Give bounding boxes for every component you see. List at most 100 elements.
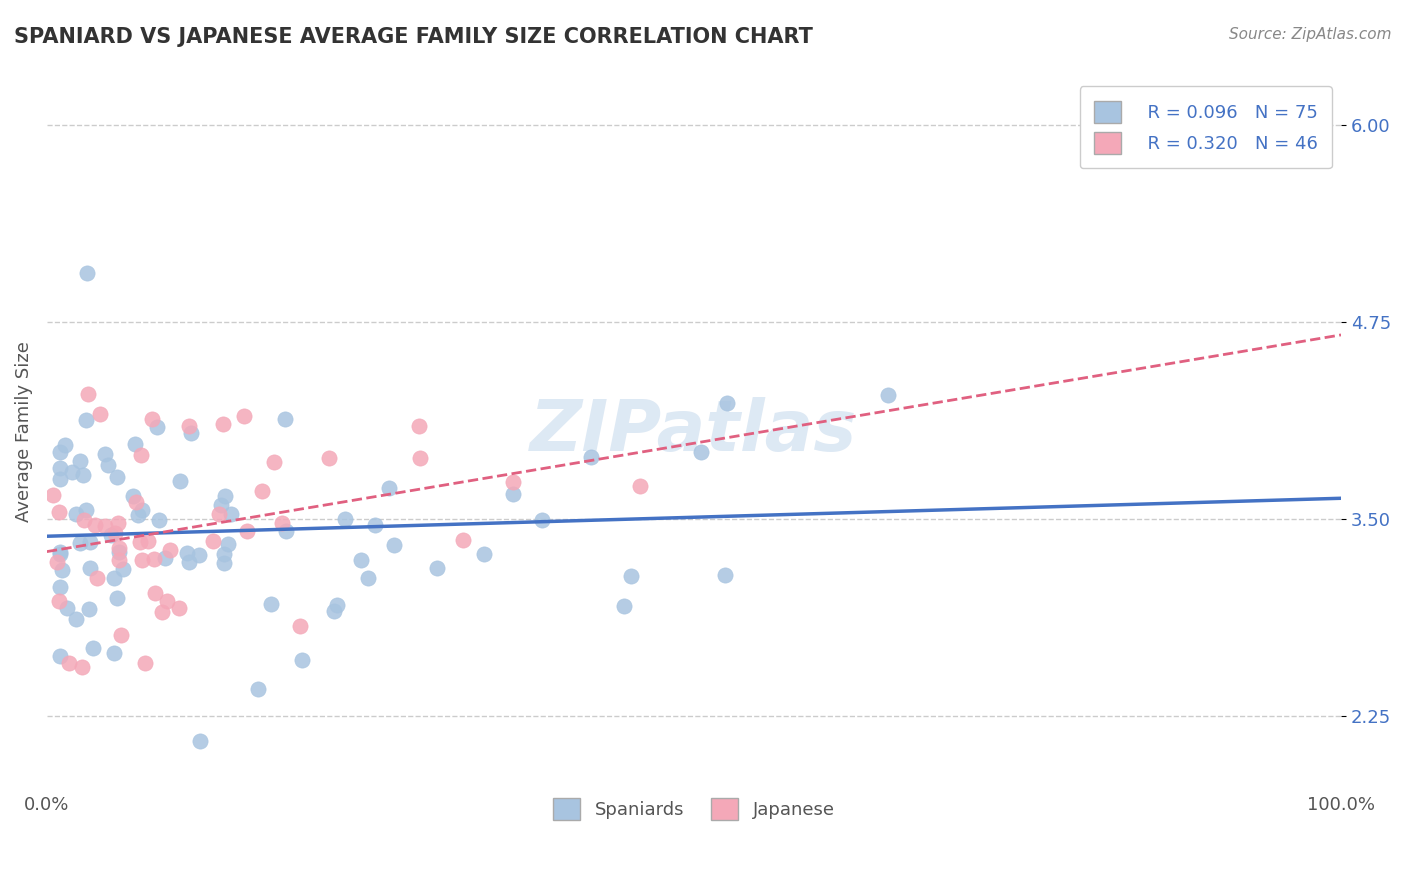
Point [212, 547, 235, 561]
Point [877, 388, 900, 402]
Point [97, 458, 120, 473]
Point [323, 604, 346, 618]
Point [187, 549, 209, 563]
Point [48, 593, 70, 607]
Point [48, 505, 70, 519]
Point [89, 407, 111, 421]
Point [219, 508, 242, 522]
Point [94, 518, 117, 533]
Point [121, 489, 143, 503]
Point [179, 555, 201, 569]
Point [56, 601, 79, 615]
Point [502, 486, 524, 500]
Point [112, 562, 135, 576]
Point [378, 481, 401, 495]
Point [49, 444, 72, 458]
Point [212, 556, 235, 570]
Point [233, 409, 256, 423]
Point [613, 599, 636, 613]
Point [103, 526, 125, 541]
Point [103, 646, 125, 660]
Point [69, 536, 91, 550]
Point [131, 503, 153, 517]
Point [150, 605, 173, 619]
Point [79, 534, 101, 549]
Point [75, 503, 97, 517]
Point [409, 450, 432, 465]
Point [207, 507, 229, 521]
Point [141, 412, 163, 426]
Point [628, 479, 651, 493]
Point [143, 585, 166, 599]
Point [408, 418, 430, 433]
Point [72, 660, 94, 674]
Text: ZIPatlas: ZIPatlas [530, 398, 858, 467]
Point [129, 448, 152, 462]
Point [291, 653, 314, 667]
Point [65, 507, 87, 521]
Point [110, 628, 132, 642]
Point [124, 437, 146, 451]
Point [42, 487, 65, 501]
Point [136, 533, 159, 548]
Point [156, 594, 179, 608]
Point [107, 516, 129, 530]
Point [364, 518, 387, 533]
Point [202, 534, 225, 549]
Point [49, 580, 72, 594]
Point [212, 417, 235, 431]
Point [190, 733, 212, 747]
Point [426, 561, 449, 575]
Point [620, 569, 643, 583]
Point [274, 524, 297, 538]
Point [167, 600, 190, 615]
Point [72, 467, 94, 482]
Point [94, 448, 117, 462]
Point [246, 681, 269, 696]
Point [451, 533, 474, 547]
Point [179, 419, 201, 434]
Point [180, 425, 202, 440]
Point [107, 541, 129, 556]
Legend: Spaniards, Japanese: Spaniards, Japanese [538, 783, 849, 834]
Point [159, 543, 181, 558]
Point [335, 512, 357, 526]
Point [84, 518, 107, 533]
Point [134, 656, 156, 670]
Point [108, 545, 131, 559]
Point [716, 396, 738, 410]
Point [51, 563, 73, 577]
Point [169, 474, 191, 488]
Point [714, 567, 737, 582]
Point [472, 548, 495, 562]
Point [77, 602, 100, 616]
Point [49, 649, 72, 664]
Point [65, 612, 87, 626]
Point [502, 475, 524, 490]
Point [53, 438, 76, 452]
Point [107, 470, 129, 484]
Point [69, 454, 91, 468]
Point [105, 591, 128, 605]
Point [217, 537, 239, 551]
Point [103, 571, 125, 585]
Point [263, 455, 285, 469]
Point [100, 527, 122, 541]
Point [49, 547, 72, 561]
Point [274, 412, 297, 426]
Point [145, 419, 167, 434]
Point [148, 513, 170, 527]
Point [73, 513, 96, 527]
Point [153, 551, 176, 566]
Point [75, 413, 97, 427]
Point [49, 472, 72, 486]
Point [252, 484, 274, 499]
Point [46, 555, 69, 569]
Point [209, 498, 232, 512]
Point [125, 495, 148, 509]
Point [127, 508, 149, 522]
Point [214, 489, 236, 503]
Point [318, 450, 340, 465]
Point [325, 598, 347, 612]
Point [235, 524, 257, 538]
